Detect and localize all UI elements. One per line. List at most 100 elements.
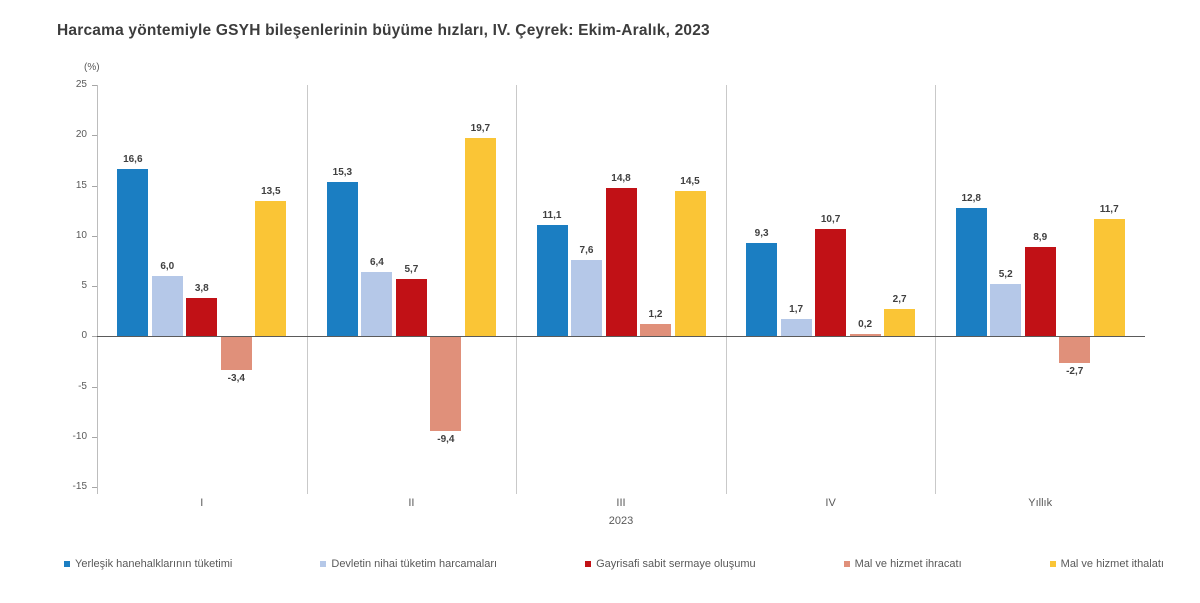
bar-devletin-III (571, 259, 602, 337)
bar-mal-Yıllık (1093, 218, 1125, 337)
y-axis-tick-label: 5 (81, 280, 87, 291)
bar-value-label: 15,3 (332, 167, 353, 179)
bar-value-label: 2,7 (892, 294, 907, 306)
legend-marker-icon (585, 561, 592, 567)
bar-value-label: 14,8 (611, 172, 631, 184)
bar-mal-III (640, 324, 671, 337)
bar-value-label: 7,6 (579, 244, 594, 256)
bar-yerleşik-Yıllık (955, 207, 987, 337)
bar-devletin-I (151, 275, 183, 337)
chart-title: Harcama yöntemiyle GSYH bileşenlerinin b… (57, 22, 710, 39)
bar-value-label: 8,9 (1033, 231, 1048, 243)
y-axis-tick (92, 436, 97, 438)
legend-marker-icon (320, 561, 327, 567)
legend-label: Mal ve hizmet ithalatı (1060, 558, 1164, 570)
y-axis-tick-label: 0 (81, 330, 87, 342)
bar-value-label: -3,4 (227, 373, 245, 385)
bar-gayrisafi-Yıllık (1024, 246, 1056, 337)
bar-value-label: 0,2 (858, 319, 873, 331)
bar-mal-III (674, 190, 706, 337)
y-axis-tick-label: 25 (75, 79, 87, 90)
legend-label: Yerleşik hanehalklarının tüketimi (75, 558, 233, 570)
bar-value-label: 5,7 (404, 263, 419, 275)
bar-value-label: 12,8 (961, 192, 981, 204)
x-axis-label-iv: IV (825, 497, 836, 509)
bar-gayrisafi-IV (815, 228, 847, 337)
legend-marker-icon (843, 561, 850, 567)
y-axis-tick (92, 386, 97, 388)
legend-item: Mal ve hizmet ihracatı (843, 558, 962, 570)
bar-mal-IV (849, 334, 881, 337)
bar-mal-II (464, 138, 496, 337)
y-axis-tick (92, 185, 97, 187)
legend-item: Devletin nihai tüketim harcamaları (320, 558, 497, 570)
bar-gayrisafi-III (605, 187, 637, 337)
bar-value-label: 6,4 (369, 256, 384, 268)
plot-area: 16,6 15,3 11,1 9,3 12,8 6,0 6,4 7,6 1,7 5,2 3,8 5,7… (97, 85, 1145, 494)
bar-value-label: -2,7 (1066, 366, 1084, 378)
y-axis-tick-label: -10 (72, 430, 87, 442)
bar-value-label: 16,6 (123, 154, 143, 166)
bar-value-label: 19,7 (470, 123, 491, 135)
legend-item: Gayrisafi sabit sermaye oluşumu (585, 558, 756, 570)
legend: Yerleşik hanehalklarının tüketimi Devleti… (64, 558, 1164, 570)
y-axis-tick-label: 20 (75, 129, 87, 141)
bar-value-label: 3,8 (194, 283, 209, 295)
y-axis-tick (92, 336, 97, 338)
bar-value-label: -9,4 (437, 433, 455, 445)
bar-yerleşik-I (117, 169, 149, 337)
legend-marker-icon (64, 561, 70, 567)
bar-value-label: 13,5 (261, 185, 281, 197)
legend-label: Devletin nihai tüketim harcamaları (331, 558, 498, 570)
x-axis-label-ii: II (408, 497, 415, 509)
legend-item: Mal ve hizmet ithalatı (1049, 558, 1164, 570)
bar-mal-II (430, 336, 462, 431)
y-axis-unit-label: (%) (84, 62, 100, 73)
legend-label: Mal ve hizmet ihracatı (854, 558, 962, 570)
bar-value-label: 14,5 (680, 175, 700, 187)
bar-gayrisafi-II (395, 278, 427, 337)
bar-mal-I (255, 200, 287, 337)
bar-value-label: 1,7 (789, 304, 804, 316)
y-axis-tick (92, 487, 97, 488)
bar-value-label: 1,2 (648, 309, 663, 321)
bar-value-label: 10,7 (820, 213, 841, 225)
bar-gayrisafi-I (186, 298, 218, 337)
bar-mal-IV (884, 309, 916, 337)
y-axis-tick (92, 85, 97, 86)
legend-item: Yerleşik hanehalklarının tüketimi (64, 558, 232, 570)
panel-separator (306, 85, 308, 494)
legend-label: Gayrisafi sabit sermaye oluşumu (596, 558, 756, 570)
bar-value-label: 11,7 (1099, 203, 1119, 215)
bar-value-label: 9,3 (754, 227, 769, 239)
bar-mal-I (220, 336, 252, 371)
panel-separator (725, 85, 727, 494)
zero-axis-line (97, 336, 1145, 338)
bar-yerleşik-II (326, 182, 358, 337)
x-axis-label-i: I (200, 497, 204, 509)
y-axis-tick-label: 10 (75, 229, 87, 241)
legend-marker-icon (1049, 561, 1056, 567)
bar-yerleşik-IV (746, 242, 778, 337)
bar-devletin-IV (780, 319, 812, 337)
y-axis-tick-label: -5 (78, 380, 87, 392)
x-axis-label-yıllık: Yıllık (1028, 497, 1053, 509)
y-axis-line (97, 85, 98, 494)
y-axis-tick (92, 286, 97, 287)
bar-value-label: 6,0 (160, 260, 175, 272)
bar-devletin-II (361, 271, 393, 337)
y-axis-tick (92, 135, 97, 137)
bar-devletin-Yıllık (990, 283, 1022, 337)
x-axis-label-iii: III (616, 497, 626, 509)
y-axis-tick-label: 15 (75, 179, 87, 191)
x-axis-year-note: 2023 (608, 515, 634, 527)
bar-value-label: 11,1 (542, 209, 562, 221)
panel-separator (935, 85, 937, 494)
bar-value-label: 5,2 (998, 268, 1013, 280)
bar-mal-Yıllık (1059, 336, 1091, 364)
y-axis-tick (92, 235, 97, 237)
y-axis-tick-label: -15 (72, 481, 87, 492)
panel-separator (516, 85, 518, 494)
bar-yerleşik-III (536, 224, 568, 337)
